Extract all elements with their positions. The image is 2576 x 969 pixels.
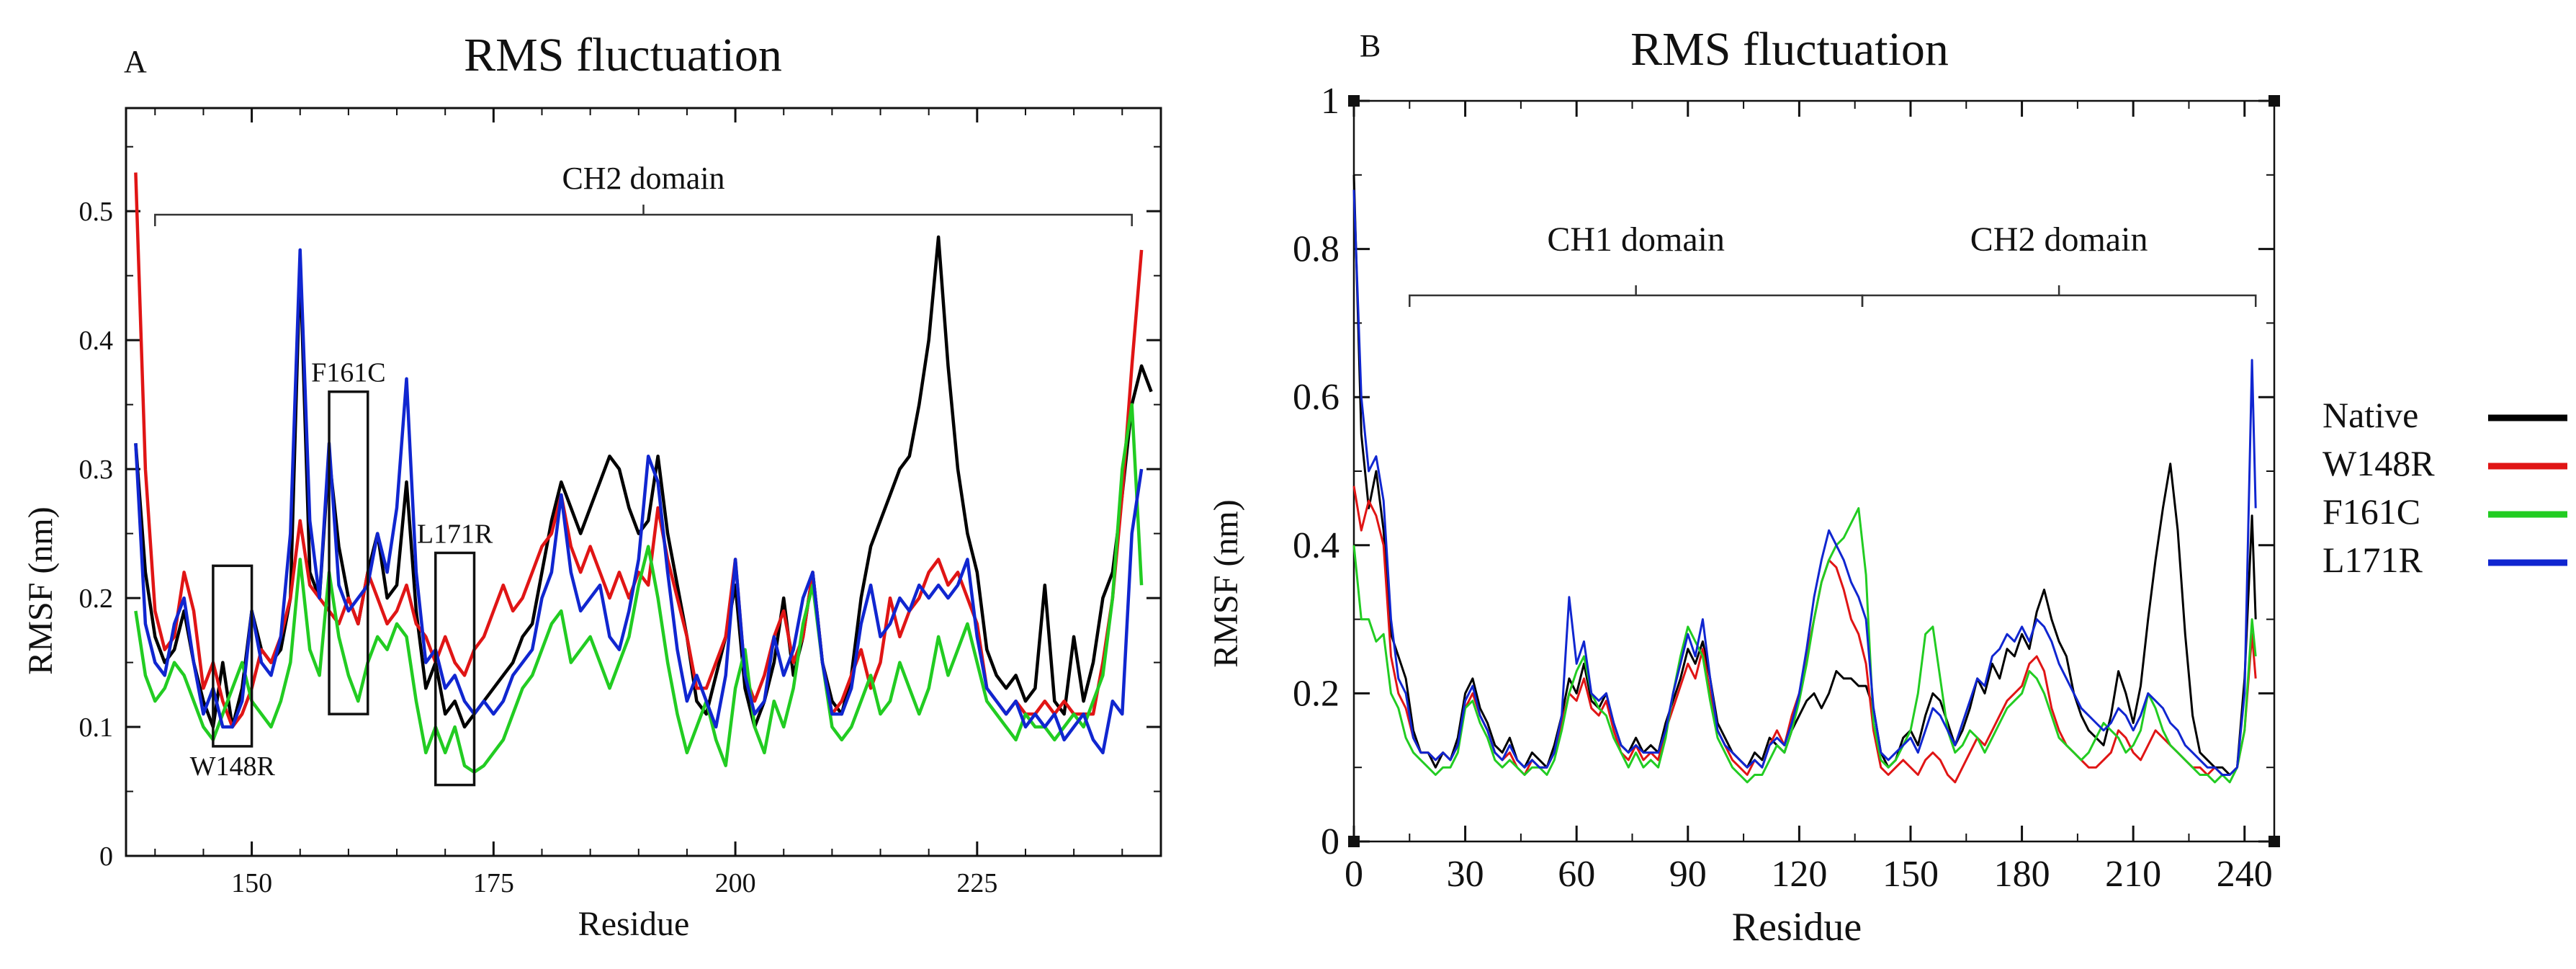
domain-annotation-ch1-domain-0: CH1 domain	[1409, 220, 1864, 307]
panel-b: B RMS fluctuation 0 30 60 90 120 150 180 210 240…	[1207, 23, 2280, 950]
panel-b-x-axis-title: Residue	[1732, 905, 1862, 950]
panel-b-x-tick-label: 120	[1771, 854, 1827, 895]
mutation-box-rect	[434, 551, 476, 787]
legend: Native W148R F161C L171R	[2323, 395, 2567, 580]
panel-a-mutation-boxes: W148R F161C L171R	[190, 358, 493, 787]
legend-item-f161c: F161C	[2323, 491, 2567, 532]
legend-item-w148r: W148R	[2323, 443, 2567, 483]
panel-b-x-tick-label: 0	[1345, 854, 1363, 895]
panel-b-y-tick-label: 0.4	[1293, 525, 1339, 566]
panel-b-series-line-w148r	[1352, 486, 2257, 784]
domain-annotation-ch2-domain-0: CH2 domain	[154, 161, 1133, 226]
panel-b-y-tick-label: 1	[1321, 81, 1339, 122]
panel-b-letter: B	[1360, 28, 1381, 63]
panel-b-title: RMS fluctuation	[1630, 23, 1949, 76]
panel-a-series	[134, 172, 1153, 774]
panel-b-y-axis-title: RMSF (nm)	[1207, 499, 1245, 667]
legend-label-l171r: L171R	[2323, 540, 2423, 580]
legend-label-native: Native	[2323, 395, 2418, 435]
panel-b-y-tick-label: 0	[1321, 821, 1339, 862]
panel-a-y-tick-label: 0.1	[79, 713, 114, 743]
panel-a-domain-annotation: CH2 domain	[154, 161, 1133, 226]
domain-label: CH1 domain	[1547, 220, 1725, 259]
domain-label: CH2 domain	[1970, 220, 2148, 259]
mutation-box-label: L171R	[417, 519, 493, 549]
panel-b-y-tick-label: 0.6	[1293, 377, 1339, 418]
panel-a-y-axis-title: RMSF (nm)	[22, 506, 60, 674]
panel-b-domain-annotations: CH1 domain CH2 domain	[1409, 220, 2257, 307]
panel-a-y-tick-label: 0.3	[79, 455, 114, 485]
mutation-box-w148r: W148R	[190, 564, 276, 782]
panel-b-y-tick-label: 0.8	[1293, 229, 1339, 270]
panel-b-corner-marker	[1348, 95, 1360, 107]
panel-b-x-tick-label: 240	[2217, 854, 2273, 895]
domain-bracket	[154, 205, 1133, 226]
domain-label: CH2 domain	[562, 161, 724, 196]
panel-a-plot-frame	[125, 107, 1162, 857]
panel-a: A RMS fluctuation 150 175 200 225 0 0.1 0.2 0.3…	[22, 29, 1162, 943]
panel-b-x-tick-label: 180	[1994, 854, 2050, 895]
panel-a-x-tick-label: 200	[715, 868, 756, 898]
panel-b-series	[1352, 174, 2257, 784]
mutation-box-label: W148R	[190, 751, 276, 782]
mutation-box-l171r: L171R	[417, 519, 493, 787]
panel-a-y-tick-label: 0.5	[79, 197, 114, 227]
panel-a-letter: A	[124, 44, 147, 79]
panel-a-x-tick-label: 150	[231, 868, 272, 898]
panel-a-axes: 150 175 200 225 0 0.1 0.2 0.3 0.4 0.5	[79, 107, 1162, 898]
panel-a-y-tick-label: 0.4	[79, 326, 114, 356]
panel-a-x-axis-title: Residue	[578, 905, 690, 943]
mutation-box-rect	[212, 564, 253, 748]
panel-b-corner-marker	[2268, 836, 2280, 847]
legend-item-native: Native	[2323, 395, 2567, 435]
mutation-box-label: F161C	[311, 358, 385, 388]
domain-bracket	[1861, 285, 2257, 307]
panel-b-series-line-l171r	[1352, 189, 2257, 776]
panel-a-x-tick-label: 175	[473, 868, 514, 898]
panel-b-x-tick-label: 30	[1447, 854, 1484, 895]
panel-b-x-tick-label: 210	[2105, 854, 2161, 895]
panel-b-corner-marker	[2268, 95, 2280, 107]
panel-b-axes: 0 30 60 90 120 150 180 210 240 0 0.2 0.4 0.6 0.8 1	[1293, 81, 2280, 895]
legend-label-f161c: F161C	[2323, 491, 2420, 532]
legend-item-l171r: L171R	[2323, 540, 2567, 580]
mutation-box-f161c: F161C	[311, 358, 386, 715]
panel-a-series-line-f161c	[134, 403, 1144, 774]
panel-a-title: RMS fluctuation	[464, 29, 782, 81]
panel-b-series-line-f161c	[1352, 506, 2257, 784]
panel-a-series-line-l171r	[134, 248, 1144, 755]
panel-a-x-tick-label: 225	[956, 868, 997, 898]
panel-a-y-tick-label: 0.2	[79, 584, 114, 614]
domain-annotation-ch2-domain-1: CH2 domain	[1861, 220, 2257, 307]
legend-label-w148r: W148R	[2323, 443, 2435, 483]
panel-b-x-tick-label: 60	[1558, 854, 1595, 895]
panel-b-y-tick-label: 0.2	[1293, 673, 1339, 714]
panel-b-x-tick-label: 150	[1882, 854, 1939, 895]
panel-a-y-tick-label: 0	[99, 841, 113, 872]
panel-b-corner-marker	[1348, 836, 1360, 847]
panel-b-x-tick-label: 90	[1669, 854, 1707, 895]
mutation-box-rect	[328, 390, 369, 715]
